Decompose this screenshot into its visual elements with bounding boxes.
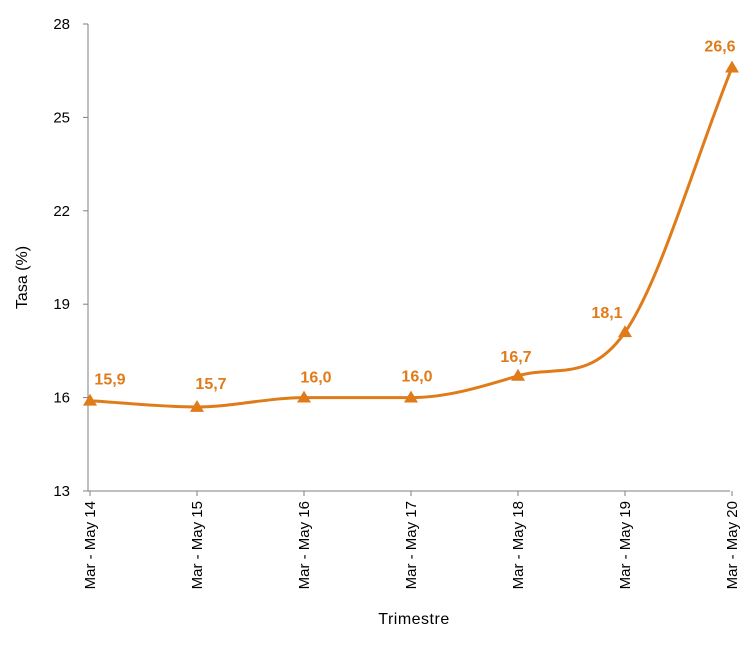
y-tick-label: 25: [53, 109, 70, 126]
data-label: 16,0: [401, 369, 432, 386]
y-axis: 13 16 19 22 25 28: [53, 16, 89, 500]
data-label: 18,1: [591, 305, 622, 322]
data-label: 26,6: [704, 39, 735, 56]
x-tick-label: Mar - May 20: [724, 501, 741, 589]
data-point-marker: [297, 390, 311, 403]
x-tick-label: Mar - May 18: [510, 501, 527, 589]
x-tick-label: Mar - May 14: [82, 501, 99, 589]
data-point-marker: [190, 399, 204, 412]
data-point-marker: [404, 390, 418, 403]
data-point-marker: [725, 60, 739, 73]
y-tick-label: 28: [53, 16, 70, 33]
data-point-marker: [83, 393, 97, 406]
data-label: 16,7: [500, 349, 531, 366]
data-point-marker: [618, 325, 632, 338]
x-axis-title: Trimestre: [378, 611, 449, 628]
y-tick-label: 19: [53, 296, 70, 313]
x-tick-label: Mar - May 15: [189, 501, 206, 589]
series-line: [89, 67, 734, 409]
series-group: 15,9 15,7 16,0 16,0 16,7 18,1 26,6: [83, 39, 739, 412]
x-tick-label: Mar - May 17: [403, 501, 420, 589]
y-tick-label: 22: [53, 203, 70, 220]
x-tick-label: Mar - May 19: [617, 501, 634, 589]
y-axis-title: Tasa (%): [14, 246, 31, 309]
data-label: 15,7: [195, 376, 226, 393]
data-label: 15,9: [94, 372, 125, 389]
data-label: 16,0: [300, 370, 331, 387]
data-point-marker: [511, 368, 525, 381]
x-tick-label: Mar - May 16: [296, 501, 313, 589]
y-tick-label: 13: [53, 483, 70, 500]
y-tick-label: 16: [53, 390, 70, 407]
x-axis: Mar - May 14 Mar - May 15 Mar - May 16 Mar …: [82, 490, 741, 589]
